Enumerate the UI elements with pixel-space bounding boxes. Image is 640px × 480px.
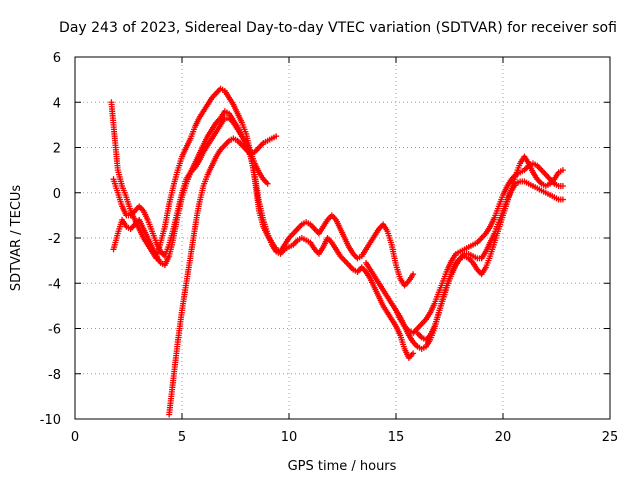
y-tick-label: -6: [48, 323, 61, 338]
y-axis-label: SDTVAR / TECUs: [9, 185, 24, 292]
data-point: [559, 196, 566, 203]
series-track-6: [393, 153, 566, 352]
y-tick-label: -8: [48, 368, 61, 383]
x-tick-label: 15: [388, 430, 405, 445]
data-point: [273, 133, 280, 140]
data-point: [559, 182, 566, 189]
x-tick-label: 10: [281, 430, 298, 445]
data-point: [410, 350, 417, 357]
series-track-7: [414, 178, 566, 343]
y-tick-label: 0: [53, 187, 61, 202]
y-axis-ticks: -10 -8 -6 -4 -2 0 2 4 6: [40, 51, 610, 428]
y-tick-label: 4: [53, 96, 61, 111]
x-axis-ticks: 0 5 10 15 20 25: [71, 57, 618, 445]
data-point: [559, 167, 566, 174]
y-tick-label: -2: [48, 232, 61, 247]
y-tick-label: 2: [53, 142, 61, 157]
x-axis-label: GPS time / hours: [288, 459, 397, 474]
x-tick-label: 25: [602, 430, 619, 445]
y-tick-label: 6: [53, 51, 61, 66]
plot-frame: [74, 56, 611, 420]
y-tick-label: -4: [48, 277, 61, 292]
x-tick-label: 5: [178, 430, 186, 445]
series-track-4: [166, 133, 280, 418]
data-point: [264, 180, 271, 187]
y-tick-label: -10: [40, 413, 61, 428]
series-track-5: [363, 160, 566, 337]
data-point: [410, 271, 417, 278]
data-points: [108, 85, 566, 418]
chart-title: Day 243 of 2023, Sidereal Day-to-day VTE…: [59, 20, 617, 36]
x-tick-label: 20: [495, 430, 512, 445]
x-tick-label: 0: [71, 430, 79, 445]
series-track-3: [110, 115, 271, 260]
